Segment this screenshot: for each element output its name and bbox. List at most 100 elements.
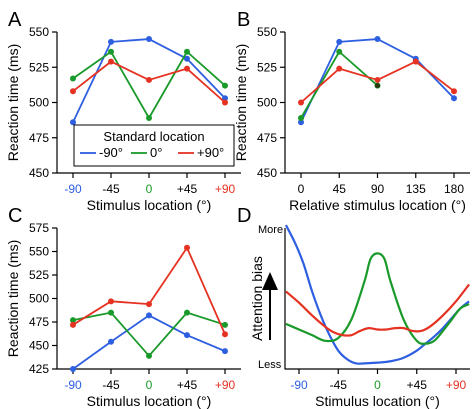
x-tick-label: 135: [406, 182, 426, 196]
x-tick-label: 0: [374, 378, 381, 392]
y-tick-label: 500: [29, 96, 49, 110]
x-tick-label: -45: [102, 182, 120, 196]
panel-a: A -90 -45 0 +45 +90 450 475 500 525 550 Stimulus lo…: [5, 9, 241, 213]
y-tick-label: 475: [257, 131, 277, 145]
y-tick-label: 550: [29, 245, 49, 259]
data-point-red: [184, 244, 190, 251]
data-point-green: [298, 115, 304, 122]
x-tick-label: 0: [146, 182, 153, 196]
x-tick-label: +90: [446, 378, 467, 392]
data-point-green: [184, 309, 190, 316]
data-point-red: [222, 331, 228, 338]
x-tick-label: -90: [64, 378, 82, 392]
y-tick-label: 575: [29, 221, 49, 235]
y-tick-label: 500: [257, 96, 277, 110]
series-line-green: [72, 311, 226, 357]
x-tick-label: 45: [333, 182, 347, 196]
data-point-blue: [374, 36, 381, 43]
series-line-green: [300, 50, 379, 119]
y-tick-label: 525: [29, 60, 49, 74]
data-point-red: [108, 298, 114, 305]
data-point-green: [70, 317, 76, 324]
data-point-blue: [451, 95, 457, 102]
legend-box: [73, 124, 235, 167]
y-axis-title: Reaction time (ms): [233, 44, 249, 161]
data-point-blue: [146, 312, 152, 319]
x-tick-label: 0: [298, 182, 305, 196]
data-point-green: [108, 48, 114, 55]
data-point-red: [412, 58, 419, 65]
x-tick-label: -90: [64, 182, 82, 196]
up-arrow-icon: [262, 272, 278, 290]
data-point-red: [108, 58, 114, 65]
panel-label: C: [8, 205, 22, 227]
y-tick-label: 500: [29, 292, 49, 306]
series-line-red: [285, 283, 470, 337]
x-tick-label: +45: [407, 378, 428, 392]
data-point-blue: [184, 55, 190, 62]
y-axis-title: Reaction time (ms): [5, 240, 21, 357]
legend-label: -90°: [99, 145, 123, 160]
y-tick-label: 550: [29, 25, 49, 39]
x-axis-title: Stimulus location (°): [87, 393, 212, 409]
panel-c: C -90 -45 0 +45 +90 425 450 475 500 525 550 575 Stimu…: [5, 205, 241, 409]
y-tick-label: 450: [29, 166, 49, 180]
x-tick-label: +45: [177, 182, 198, 196]
legend-title: Standard location: [103, 129, 204, 144]
data-point-red: [336, 65, 343, 72]
data-point-red: [374, 76, 381, 83]
y-tick-label: 525: [29, 268, 49, 282]
series-line-red: [72, 246, 226, 335]
data-point-blue: [146, 36, 152, 43]
series-line-green: [285, 252, 470, 345]
data-point-red: [146, 301, 152, 308]
x-axis-title: Stimulus location (°): [87, 197, 212, 213]
data-point-overlap: [375, 83, 380, 89]
data-point-green: [222, 82, 228, 89]
data-point-blue: [70, 366, 76, 372]
series-line-green: [72, 50, 226, 119]
y-axis-title: Attention bias: [249, 256, 265, 341]
y-tick-label: 475: [29, 131, 49, 145]
data-point-green: [108, 309, 114, 316]
x-tick-label: 0: [146, 378, 153, 392]
panel-b: B 0 45 90 135 180 450 475 500 525 550 Relative stim…: [233, 9, 470, 213]
data-point-blue: [336, 38, 343, 45]
data-point-green: [184, 48, 190, 55]
y-tick-label: 450: [29, 339, 49, 353]
data-point-blue: [108, 38, 114, 45]
data-point-blue: [222, 348, 228, 355]
x-tick-label: -90: [290, 378, 308, 392]
y-tick-label: 550: [257, 25, 277, 39]
x-tick-label: +45: [177, 378, 198, 392]
y-axis-title: Reaction time (ms): [5, 44, 21, 161]
data-point-green: [146, 115, 152, 122]
x-tick-label: -45: [330, 378, 348, 392]
y-tick-label: 450: [257, 166, 277, 180]
y-tick-label: 475: [29, 315, 49, 329]
data-point-blue: [298, 119, 304, 126]
data-point-red: [451, 88, 457, 95]
y-top-label: More: [258, 224, 283, 236]
x-tick-label: 90: [371, 182, 385, 196]
x-tick-label: +90: [215, 378, 236, 392]
x-axis-title: Relative stimulus location (°): [289, 197, 466, 213]
data-point-blue: [222, 95, 228, 102]
legend-label: +90°: [197, 145, 224, 160]
x-tick-label: -45: [102, 378, 120, 392]
panel-label: B: [237, 9, 250, 31]
data-point-red: [70, 88, 76, 95]
y-tick-label: 525: [257, 60, 277, 74]
series-line-blue: [72, 314, 226, 370]
panel-label: D: [237, 205, 251, 227]
series-line-blue: [284, 224, 470, 365]
y-bottom-label: Less: [258, 359, 282, 371]
data-point-red: [222, 99, 228, 106]
data-point-blue: [108, 338, 114, 345]
data-point-green: [146, 352, 152, 359]
data-point-red: [298, 99, 304, 106]
x-axis-title: Stimulus location (°): [315, 393, 440, 409]
legend-label: 0°: [150, 145, 162, 160]
data-point-green: [70, 75, 76, 82]
